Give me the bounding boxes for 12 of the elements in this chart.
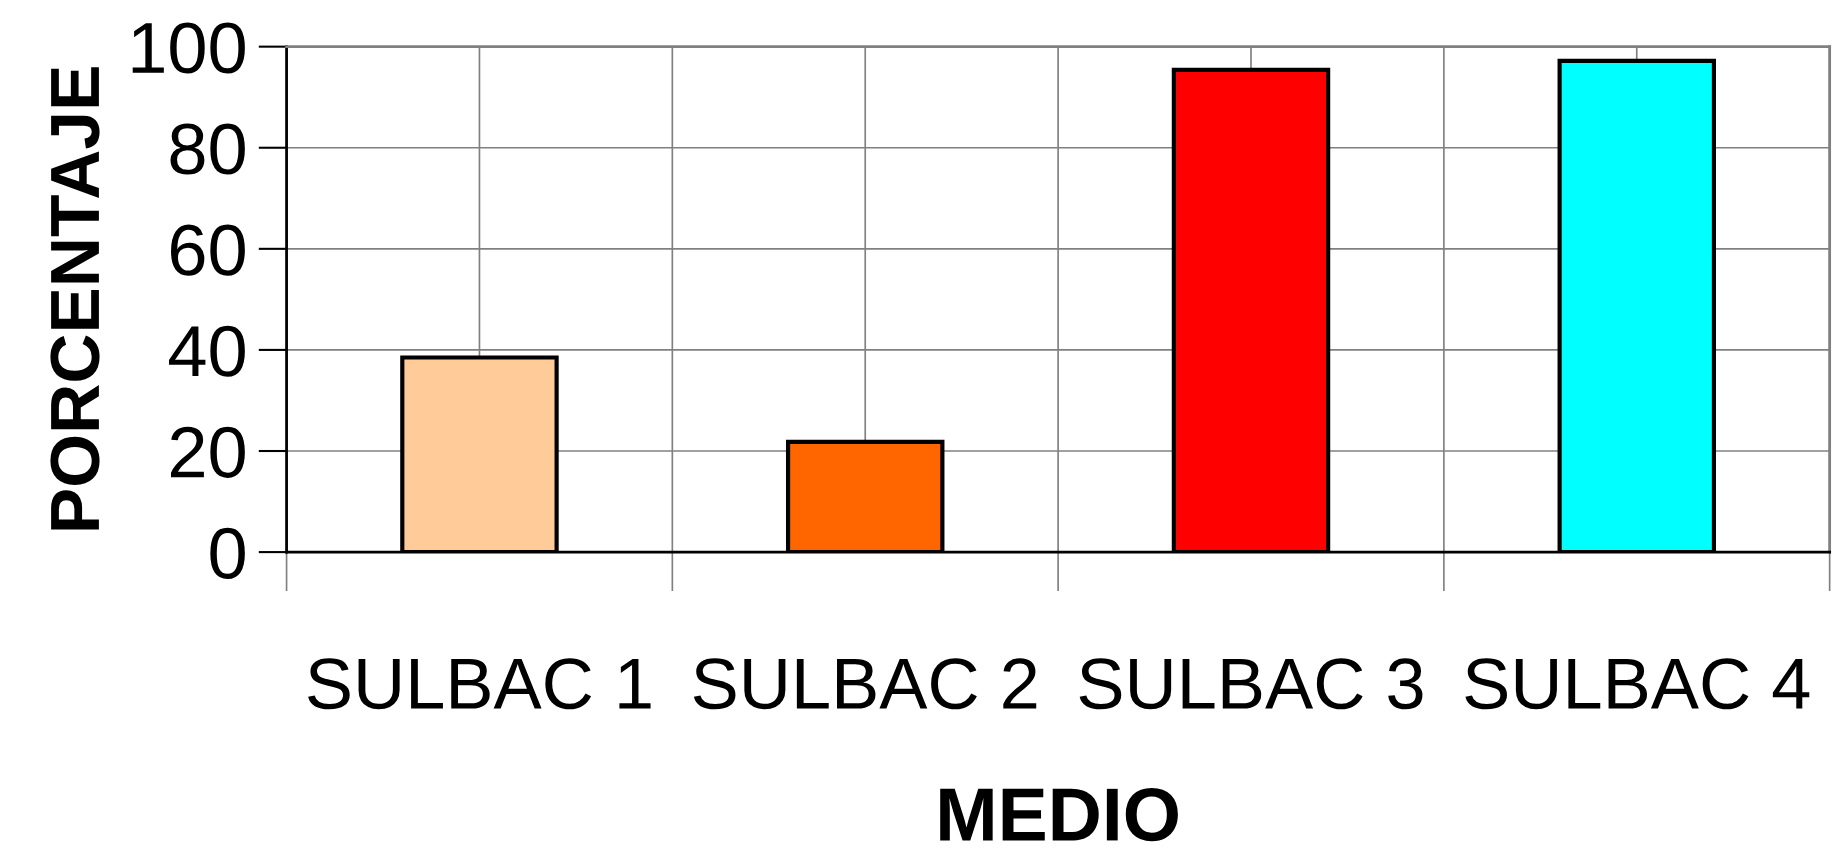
- x-tick-label: SULBAC 4: [1465, 658, 1810, 710]
- y-tick-label: 80: [170, 123, 245, 175]
- y-tick-label: 100: [132, 22, 245, 74]
- y-axis-title: PORCENTAJE: [50, 67, 100, 530]
- x-tick-label: SULBAC 1: [308, 658, 651, 710]
- x-axis-title: MEDIO: [940, 788, 1178, 842]
- x-tick-label: SULBAC 2: [693, 658, 1037, 710]
- y-tick-label: 60: [171, 224, 245, 276]
- x-tick-label: SULBAC 3: [1079, 658, 1423, 710]
- y-tick-label: 20: [170, 426, 245, 478]
- y-tick-label: 40: [169, 325, 245, 377]
- y-tick-label: 0: [210, 527, 245, 579]
